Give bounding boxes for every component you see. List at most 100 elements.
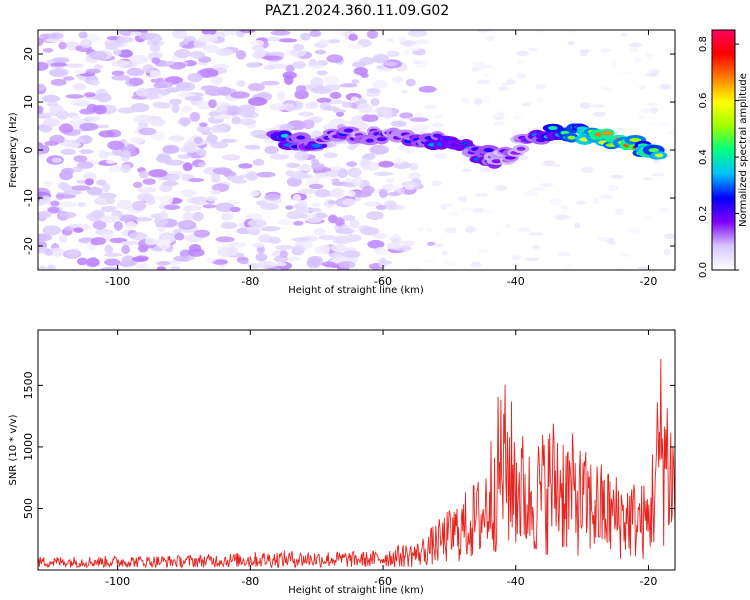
heatmap-cell [155,80,174,89]
heatmap-cell [309,30,322,38]
heatmap-cell [327,200,337,205]
heatmap-cell [189,111,201,122]
heatmap-cell [404,41,413,48]
heatmap-cell [386,50,397,58]
heatmap-cell [341,101,353,108]
heatmap-cell [532,244,540,251]
heatmap-cell [138,170,150,179]
heatmap-cell [306,258,322,269]
heatmap-cell [318,234,337,241]
heatmap-cell [498,86,508,91]
heatmap-cell [38,37,44,46]
heatmap-cell [73,227,84,233]
heatmap-cell [270,63,288,69]
heatmap-cell [642,177,653,181]
heatmap-cell [432,133,443,138]
y-tick-label: 20 [22,47,35,61]
heatmap-cell [256,171,276,178]
heatmap-cell [599,48,612,53]
heatmap-cell [88,51,108,60]
heatmap-cell [38,61,49,71]
heatmap-cell [188,244,202,253]
heatmap-cell [434,152,448,160]
heatmap-cell [49,68,68,77]
heatmap-cell [523,190,538,196]
heatmap-cell [279,123,295,132]
heatmap-cell [121,149,131,158]
heatmap-cell [370,97,380,107]
heatmap-cell [516,146,526,151]
heatmap-cell [200,85,220,92]
heatmap-cell [184,96,204,101]
heatmap-cell [77,202,86,207]
heatmap-cell [187,72,203,83]
heatmap-cell [642,214,654,221]
heatmap-cell [325,83,341,91]
heatmap-cell [650,107,659,114]
heatmap-cell [299,213,309,219]
heatmap-cell [83,171,97,182]
heatmap-cell [405,78,416,87]
heatmap-cell [407,30,428,37]
heatmap-cell [648,148,660,153]
heatmap-cell [610,60,618,67]
heatmap-cell [471,66,481,73]
heatmap-cell [528,47,538,52]
heatmap-cell [136,87,149,97]
snr-x-label: Height of straight line (km) [288,585,424,596]
heatmap-cell [132,181,143,189]
heatmap-cell [435,243,444,248]
heatmap-cell [179,188,197,198]
heatmap-cell [182,44,194,49]
heatmap-cell [646,72,659,77]
heatmap-cell [386,38,395,43]
colorbar-label: Normalized spectral amplitude [738,73,749,227]
heatmap-cell [369,144,389,155]
heatmap-cell [277,90,286,101]
heatmap-cell [250,39,265,47]
heatmap-cell [350,96,359,102]
x-tick-label: -100 [105,575,130,588]
heatmap-cell [346,161,358,167]
heatmap-cell [475,193,489,198]
heatmap-cell [55,110,69,120]
heatmap-cell [601,131,614,136]
snr-series-line [37,358,676,569]
heatmap-cell [144,237,157,246]
heatmap-cell [79,122,99,131]
heatmap-cell [190,196,209,206]
heatmap-cell [260,203,280,211]
x-tick-label: -80 [241,275,259,288]
heatmap-cell [130,31,142,37]
heatmap-cell [57,181,69,190]
heatmap-cell [291,237,310,242]
heatmap-cell [172,30,188,39]
heatmap-cell [43,117,61,127]
heatmap-cell [50,78,67,86]
heatmap-cell [330,243,347,253]
heatmap-cell [145,33,156,40]
heatmap-cell [310,163,326,170]
heatmap-cell [210,124,227,133]
heatmap-cell [295,85,307,94]
heatmap-cell [77,76,87,81]
heatmap-cell [390,120,407,127]
heatmap-cell [230,91,250,99]
heatmap-cell [46,264,57,270]
heatmap-cell [229,206,241,213]
heatmap-cell [53,57,70,64]
heatmap-cell [515,50,530,57]
heatmap-cell [305,101,319,109]
heatmap-cell [58,234,68,243]
heatmap-cell [252,242,265,248]
heatmap-cell [564,30,576,34]
heatmap-cell [226,106,242,116]
heatmap-cell [592,197,600,205]
snr-frame [37,329,676,571]
heatmap-cell [262,55,282,61]
heatmap-cell [197,161,207,167]
heatmap-cell [472,207,485,213]
heatmap-cell [264,193,281,201]
heatmap-cell [628,42,642,48]
heatmap-cell [351,79,360,84]
